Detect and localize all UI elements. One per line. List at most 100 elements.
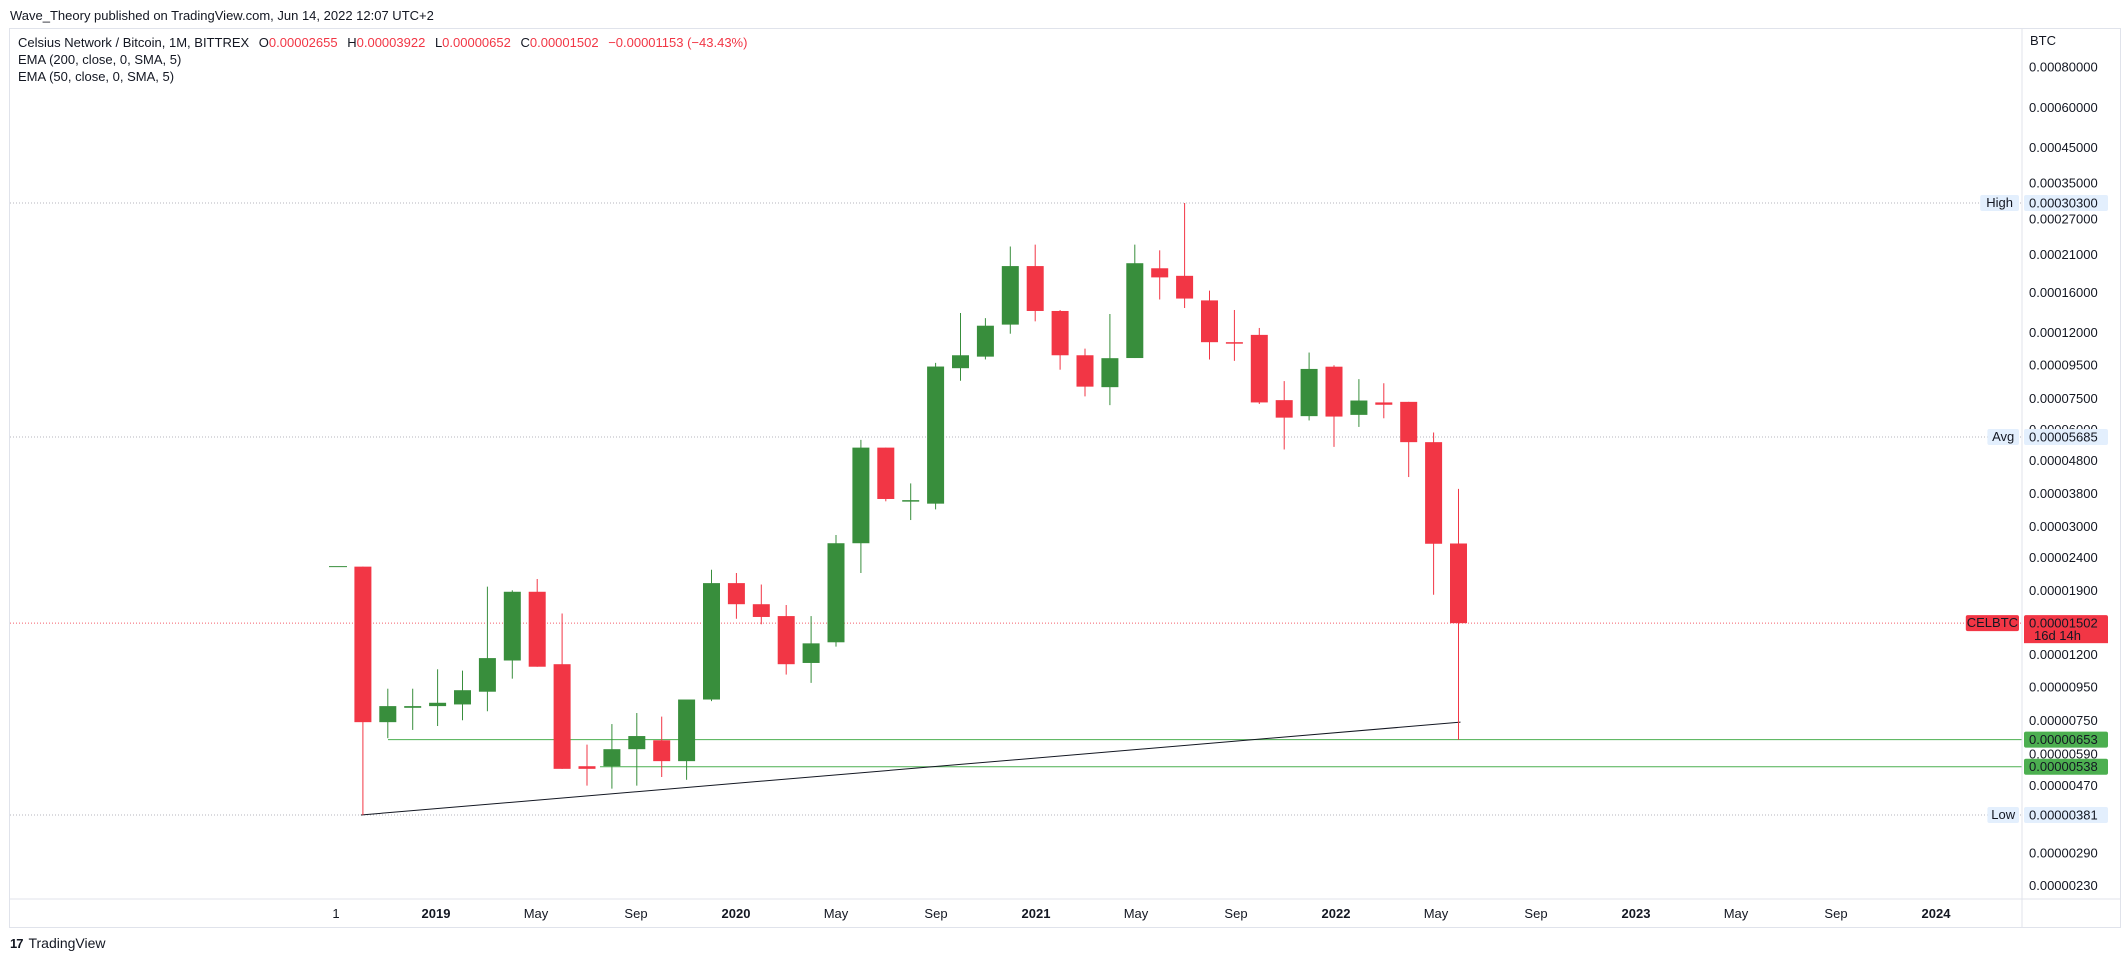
candle[interactable] — [1026, 244, 1044, 322]
y-tick-label: 0.00002400 — [2029, 550, 2098, 565]
candle[interactable] — [703, 569, 720, 702]
candle[interactable] — [802, 616, 820, 683]
candle-body — [1250, 334, 1268, 403]
candle[interactable] — [503, 590, 521, 679]
candle[interactable] — [976, 318, 994, 360]
y-tick-label: 0.00000750 — [2029, 713, 2098, 728]
candle[interactable] — [1201, 290, 1218, 360]
candle[interactable] — [429, 669, 447, 726]
last-price-label-value: 0.00001502 — [2029, 616, 2098, 631]
support1-label-value-box — [2024, 731, 2108, 748]
y-tick-label: 0.00016000 — [2029, 285, 2098, 300]
candle[interactable] — [1076, 348, 1094, 397]
candle-body — [1425, 442, 1443, 544]
candle-body — [727, 583, 745, 605]
candle-body — [578, 766, 596, 769]
candle[interactable] — [927, 362, 945, 510]
y-tick-label: 0.00000470 — [2029, 778, 2098, 793]
y-tick-label: 0.00060000 — [2029, 100, 2098, 115]
candle-body — [603, 749, 621, 767]
candle[interactable] — [454, 670, 471, 721]
candle[interactable] — [777, 605, 795, 675]
candle[interactable] — [528, 578, 546, 667]
candle[interactable] — [1450, 488, 1467, 740]
candle[interactable] — [1225, 309, 1243, 361]
y-tick-label: 0.00035000 — [2029, 175, 2098, 190]
candle[interactable] — [1151, 250, 1169, 300]
legend-low-label: L — [434, 35, 443, 50]
candle-body — [429, 702, 447, 707]
x-tick-label: 2019 — [422, 906, 451, 921]
candle[interactable] — [727, 572, 745, 619]
candle[interactable] — [1101, 314, 1119, 406]
candle-body — [1375, 402, 1393, 405]
legend-high-label: H — [347, 35, 357, 50]
y-tick-label: 0.00004800 — [2029, 453, 2098, 468]
support1-label-value: 0.00000653 — [2029, 732, 2098, 747]
x-tick-label: Sep — [1824, 906, 1847, 921]
candle[interactable] — [1350, 379, 1368, 427]
candle-body — [902, 500, 920, 502]
candle[interactable] — [827, 535, 845, 647]
x-tick-label: Sep — [924, 906, 947, 921]
candle[interactable] — [1425, 432, 1443, 595]
avg-label-tag-text: Avg — [1992, 429, 2014, 444]
candle-body — [1101, 358, 1119, 388]
y-tick-label: 0.00000950 — [2029, 680, 2098, 695]
candle[interactable] — [653, 716, 671, 777]
x-tick-label: Sep — [1524, 906, 1547, 921]
price-axis: 0.00080000 0.00060000 0.00045000 0.00035000… — [2029, 60, 2098, 893]
candle[interactable] — [1275, 381, 1293, 450]
low-label: Low 0.00000381 — [1987, 807, 2108, 823]
candle[interactable] — [379, 688, 397, 739]
candle[interactable] — [1001, 246, 1019, 334]
candle[interactable] — [877, 447, 895, 502]
candle[interactable] — [852, 439, 870, 573]
candle[interactable] — [404, 688, 422, 730]
x-tick-label: 2023 — [1622, 906, 1651, 921]
x-tick-label: Sep — [624, 906, 647, 921]
low-label-value-box — [2024, 807, 2108, 823]
legend-close-value: 0.00001502 — [529, 35, 599, 50]
chart-frame[interactable] — [9, 28, 2121, 928]
candle[interactable] — [628, 713, 646, 786]
candle[interactable] — [1176, 203, 1194, 309]
candle[interactable] — [1126, 244, 1144, 359]
avg-label: Avg 0.00005685 — [1987, 429, 2108, 446]
candle-body — [379, 706, 397, 723]
candle[interactable] — [1325, 365, 1343, 447]
candle[interactable] — [553, 613, 571, 769]
candle-body — [852, 447, 870, 544]
candle[interactable] — [1300, 352, 1318, 421]
last-price-label: CELBTC 0.00001502 — [1965, 615, 2108, 632]
candle-body — [1225, 342, 1243, 344]
footer-brand[interactable]: 17 TradingView — [10, 935, 106, 951]
candle-body — [752, 604, 770, 617]
avg-label-tag — [1987, 429, 2019, 446]
legend-ema50[interactable]: EMA (50, close, 0, SMA, 5) — [18, 69, 175, 84]
candle[interactable] — [952, 312, 969, 381]
candle[interactable] — [902, 483, 920, 521]
candle-body — [877, 447, 895, 499]
candle[interactable] — [1250, 327, 1268, 404]
candle[interactable] — [678, 699, 696, 780]
candle[interactable] — [752, 584, 770, 625]
candle[interactable] — [578, 744, 596, 786]
candle[interactable] — [1375, 383, 1393, 419]
candle-body — [802, 643, 820, 663]
candle[interactable] — [478, 586, 496, 712]
low-label-tag-text: Low — [1991, 807, 2015, 822]
low-label-value: 0.00000381 — [2029, 808, 2098, 823]
candle-body — [1176, 275, 1194, 299]
candle[interactable] — [354, 566, 372, 815]
x-tick-label: May — [524, 906, 549, 921]
candle[interactable] — [603, 724, 621, 789]
candle-body — [1350, 400, 1368, 415]
candle[interactable] — [1051, 309, 1069, 370]
legend-ema200[interactable]: EMA (200, close, 0, SMA, 5) — [18, 52, 182, 67]
candle[interactable] — [1400, 401, 1418, 478]
trendline[interactable] — [360, 721, 1461, 816]
x-tick-label: May — [1724, 906, 1749, 921]
high-label-value: 0.00030300 — [2029, 196, 2098, 211]
